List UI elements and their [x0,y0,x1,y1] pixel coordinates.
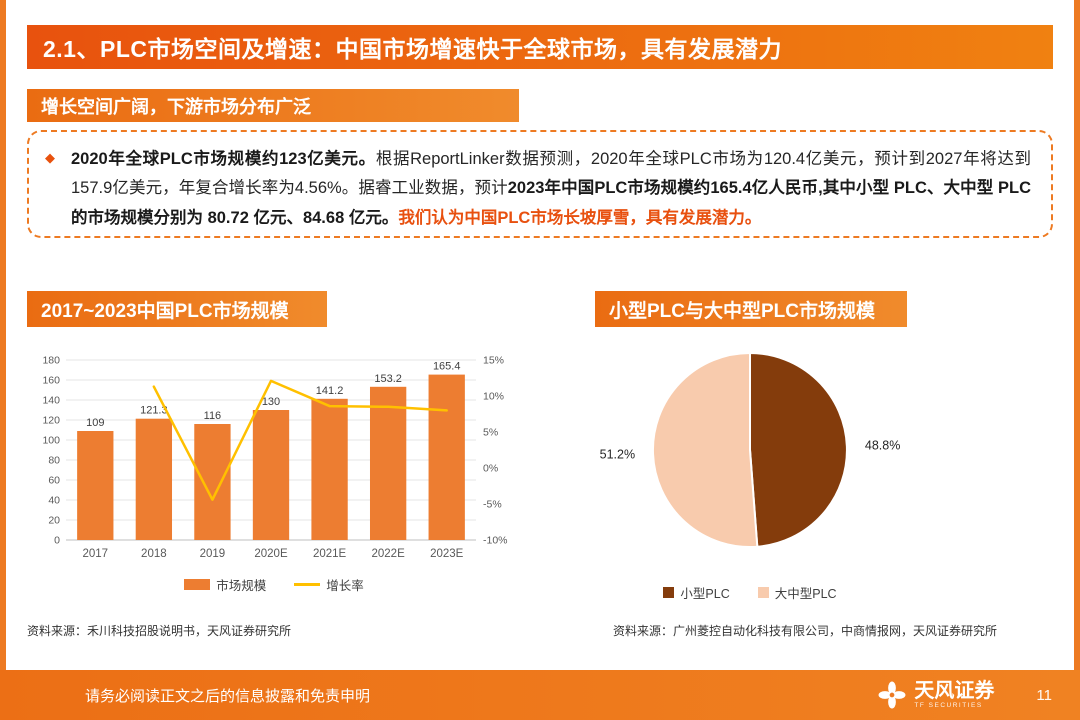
legend-color-swatch [663,587,675,598]
brand-flower-icon [878,681,906,709]
page-border-left [0,0,6,720]
svg-text:2022E: 2022E [372,548,406,560]
brand-logo: 天风证券 TF SECURITIES [878,681,994,709]
brand-subtitle: TF SECURITIES [914,702,983,709]
summary-segment: 2020年全球PLC市场规模约123亿美元。 [71,150,376,168]
pie-chart-title-label: 小型PLC与大中型PLC市场规模 [609,300,876,322]
svg-text:153.2: 153.2 [374,373,402,385]
bar-line-chart-svg: 0 20 40 60 80 100 120 140 160 180 -10% -5% 0% 5% 10% 15… [42,355,508,561]
bar-chart-legend: 市场规模 增长率 [24,575,524,594]
svg-text:165.4: 165.4 [433,361,461,373]
legend-label: 大中型PLC [774,587,837,601]
summary-segment: 根据ReportLinker数据预测，2020年全球PLC市场为120.4亿美元… [71,150,1031,198]
svg-text:2018: 2018 [141,548,167,560]
bar-chart-title: 2017~2023中国PLC市场规模 [27,291,327,327]
page-number: 11 [1036,686,1052,704]
svg-text:40: 40 [48,495,60,507]
diamond-bullet-icon: ◆ [45,150,55,165]
brand-name: 天风证券 [914,680,995,702]
svg-text:100: 100 [42,435,60,447]
brand-text: 天风证券 TF SECURITIES [914,680,995,710]
svg-text:20: 20 [48,515,60,527]
svg-text:51.2%: 51.2% [600,447,635,461]
bar-chart-title-label: 2017~2023中国PLC市场规模 [41,300,289,322]
legend-color-swatch [757,587,769,598]
svg-text:2019: 2019 [200,548,226,560]
page-border-right [1074,0,1080,720]
svg-text:0: 0 [54,535,60,547]
legend-label: 增长率 [326,579,364,593]
section-badge: 增长空间广阔，下游市场分布广泛 [27,89,519,122]
svg-text:180: 180 [42,355,60,367]
svg-text:160: 160 [42,375,60,387]
legend-item: 增长率 [294,575,364,594]
bar-line-chart: 0 20 40 60 80 100 120 140 160 180 -10% -5% 0% 5% 10% 15… [24,342,524,568]
legend-color-swatch [184,579,211,590]
section-badge-label: 增长空间广阔，下游市场分布广泛 [41,96,311,117]
legend-item: 大中型PLC [757,583,837,602]
legend-item: 小型PLC [663,583,730,602]
legend-label: 小型PLC [680,587,730,601]
pie-chart-title: 小型PLC与大中型PLC市场规模 [595,291,907,327]
svg-text:2017: 2017 [82,548,108,560]
legend-item: 市场规模 [184,575,266,594]
page-title-bar: 2.1、PLC市场空间及增速：中国市场增速快于全球市场，具有发展潜力 [27,25,1053,69]
svg-text:109: 109 [86,417,104,429]
svg-text:140: 140 [42,395,60,407]
footer-bar: 请务必阅读正文之后的信息披露和免责申明 天风证券 TF SECURITIES 1… [0,670,1080,720]
pie-chart-legend: 小型PLC 大中型PLC [585,583,915,602]
svg-text:60: 60 [48,475,60,487]
svg-text:48.8%: 48.8% [865,439,900,453]
svg-text:-5%: -5% [483,499,502,511]
summary-text: 2020年全球PLC市场规模约123亿美元。根据ReportLinker数据预测… [71,145,1032,227]
svg-text:120: 120 [42,415,60,427]
svg-text:-10%: -10% [483,535,508,547]
summary-segment: 2023年中国PLC市场规模约165.4亿人民币,其中小型 PLC、大中型 PL… [71,179,1032,227]
svg-text:121.3: 121.3 [140,405,168,417]
svg-text:2023E: 2023E [430,548,464,560]
svg-text:5%: 5% [483,427,498,439]
pie-chart: 48.8% 51.2% [585,338,915,576]
svg-text:2020E: 2020E [254,548,288,560]
svg-text:116: 116 [204,410,222,422]
svg-text:80: 80 [48,455,60,467]
bar-chart-source: 资料来源：禾川科技招股说明书，天风证券研究所 [27,624,292,638]
svg-text:10%: 10% [483,391,504,403]
svg-text:130: 130 [262,396,280,408]
summary-box: ◆ 2020年全球PLC市场规模约123亿美元。根据ReportLinker数据… [27,130,1053,238]
legend-line-swatch [294,583,321,586]
page-title: 2.1、PLC市场空间及增速：中国市场增速快于全球市场，具有发展潜力 [43,36,782,62]
svg-text:15%: 15% [483,355,504,367]
svg-text:0%: 0% [483,463,498,475]
summary-segment: 我们认为中国PLC市场长坡厚雪，具有发展潜力。 [398,208,762,227]
svg-text:141.2: 141.2 [316,385,344,397]
svg-text:2021E: 2021E [313,548,347,560]
pie-chart-source: 资料来源：广州菱控自动化科技有限公司，中商情报网，天风证券研究所 [613,624,998,638]
legend-label: 市场规模 [216,579,267,593]
pie-chart-svg: 48.8% 51.2% [600,351,900,548]
footer-disclaimer: 请务必阅读正文之后的信息披露和免责申明 [85,687,371,705]
